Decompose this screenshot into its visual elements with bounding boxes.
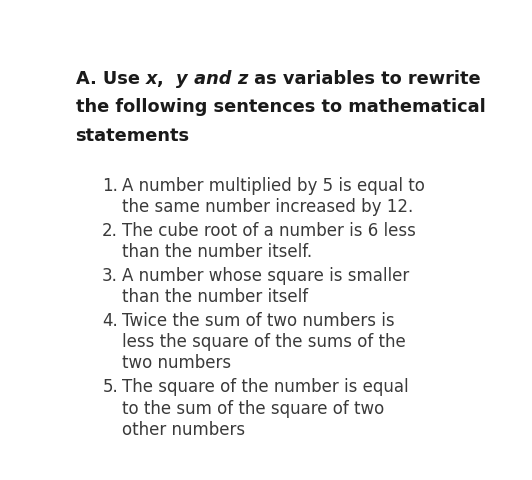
Text: A. Use: A. Use bbox=[76, 70, 146, 87]
Text: 4.: 4. bbox=[102, 312, 118, 329]
Text: 2.: 2. bbox=[102, 221, 118, 240]
Text: x: x bbox=[146, 70, 157, 87]
Text: as variables to rewrite: as variables to rewrite bbox=[248, 70, 480, 87]
Text: the same number increased by 12.: the same number increased by 12. bbox=[122, 197, 413, 215]
Text: A number multiplied by 5 is equal to: A number multiplied by 5 is equal to bbox=[122, 176, 425, 194]
Text: z: z bbox=[237, 70, 248, 87]
Text: two numbers: two numbers bbox=[122, 354, 231, 372]
Text: the following sentences to mathematical: the following sentences to mathematical bbox=[76, 98, 485, 116]
Text: than the number itself.: than the number itself. bbox=[122, 242, 312, 260]
Text: than the number itself: than the number itself bbox=[122, 288, 308, 305]
Text: less the square of the sums of the: less the square of the sums of the bbox=[122, 333, 406, 350]
Text: y: y bbox=[176, 70, 188, 87]
Text: The cube root of a number is 6 less: The cube root of a number is 6 less bbox=[122, 221, 416, 240]
Text: 1.: 1. bbox=[102, 176, 118, 194]
Text: A number whose square is smaller: A number whose square is smaller bbox=[122, 266, 410, 284]
Text: ,: , bbox=[157, 70, 176, 87]
Text: The square of the number is equal: The square of the number is equal bbox=[122, 378, 409, 396]
Text: other numbers: other numbers bbox=[122, 420, 245, 438]
Text: 5.: 5. bbox=[102, 378, 118, 396]
Text: and: and bbox=[188, 70, 237, 87]
Text: to the sum of the square of two: to the sum of the square of two bbox=[122, 399, 385, 417]
Text: statements: statements bbox=[76, 127, 190, 145]
Text: 3.: 3. bbox=[102, 266, 118, 284]
Text: Twice the sum of two numbers is: Twice the sum of two numbers is bbox=[122, 312, 395, 329]
